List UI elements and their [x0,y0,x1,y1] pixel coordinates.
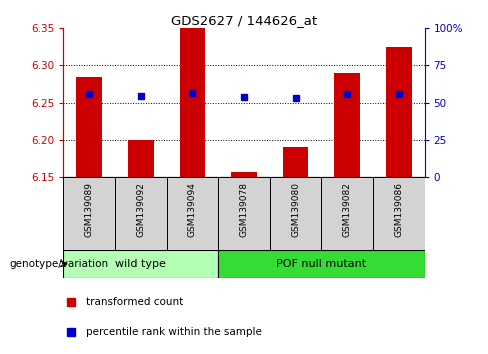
Text: GSM139082: GSM139082 [343,182,352,237]
Text: genotype/variation: genotype/variation [10,259,109,269]
Text: POF null mutant: POF null mutant [276,259,366,269]
Bar [63,177,115,250]
Bar [128,140,154,177]
Bar [386,47,412,177]
Text: GSM139078: GSM139078 [240,182,248,237]
Bar [231,172,257,177]
Bar [373,177,425,250]
Bar [270,177,322,250]
Bar [334,73,360,177]
Title: GDS2627 / 144626_at: GDS2627 / 144626_at [171,14,317,27]
Bar [63,250,218,278]
Bar [322,177,373,250]
Bar [218,177,270,250]
Bar [76,76,102,177]
Text: wild type: wild type [115,259,166,269]
Text: GSM139086: GSM139086 [394,182,403,237]
Bar [180,28,205,177]
Text: GSM139080: GSM139080 [291,182,300,237]
Text: GSM139092: GSM139092 [136,182,145,237]
Bar [218,250,425,278]
Bar [115,177,166,250]
Bar [166,177,218,250]
Text: GSM139089: GSM139089 [85,182,94,237]
Bar [283,147,308,177]
Text: GSM139094: GSM139094 [188,182,197,237]
Text: percentile rank within the sample: percentile rank within the sample [86,327,262,337]
Text: transformed count: transformed count [86,297,183,307]
